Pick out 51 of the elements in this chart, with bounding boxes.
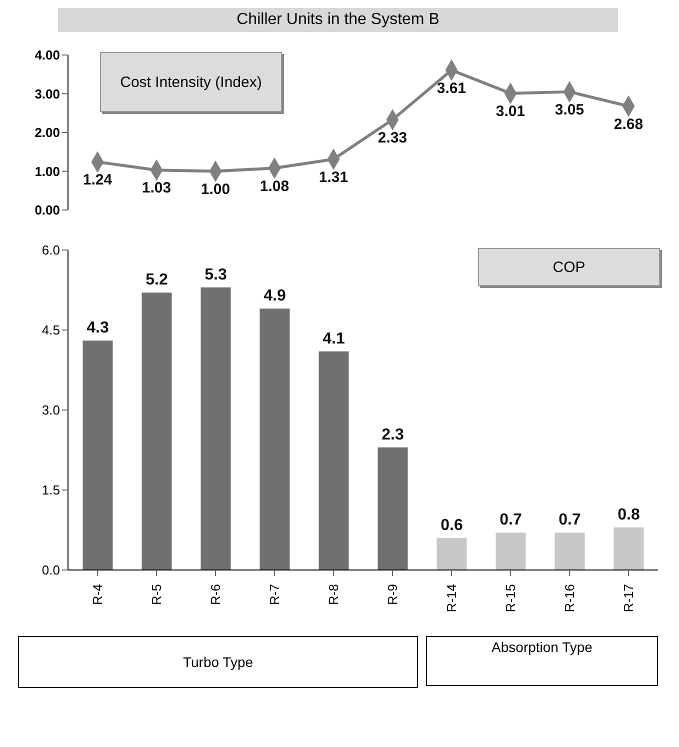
- data-label: 0.6: [440, 517, 463, 534]
- data-label: 3.61: [436, 80, 466, 97]
- x-tick-label: R-7: [267, 584, 282, 605]
- data-label: 4.1: [322, 330, 345, 348]
- bar: [554, 532, 585, 570]
- x-tick-label: R-5: [149, 584, 164, 605]
- data-label: 2.3: [382, 426, 404, 444]
- data-label: 0.7: [558, 512, 581, 529]
- bar: [496, 532, 526, 570]
- data-label: 1.31: [318, 168, 348, 186]
- data-label: 5.2: [146, 272, 168, 289]
- y-tick-label: 0.0: [42, 562, 60, 578]
- data-label: 0.8: [618, 506, 640, 524]
- bar: [436, 538, 467, 570]
- x-tick-label: R-6: [208, 584, 223, 605]
- y-tick-label: 3.00: [34, 86, 60, 102]
- y-tick-label: 3.0: [42, 402, 60, 418]
- x-tick-label: R-17: [621, 584, 636, 612]
- x-tick-label: R-4: [90, 584, 105, 605]
- data-label: 0.7: [500, 512, 522, 529]
- x-tick-label: R-14: [444, 584, 459, 612]
- y-tick-label: 1.00: [34, 164, 60, 179]
- y-tick-label: 1.5: [42, 482, 60, 498]
- label-box: COP: [478, 248, 660, 286]
- y-tick-label: 4.5: [42, 322, 60, 338]
- x-tick-label: R-16: [562, 584, 577, 612]
- data-label: 4.9: [264, 288, 286, 305]
- x-tick-label: R-15: [503, 584, 518, 612]
- data-label: 2.68: [614, 116, 644, 133]
- y-tick-label: 0.00: [34, 202, 60, 218]
- y-tick-label: 4.00: [34, 48, 60, 63]
- y-tick-label: 2.00: [34, 125, 60, 140]
- x-tick-label: R-8: [326, 584, 341, 605]
- data-label: 2.33: [378, 129, 408, 146]
- data-label: 1.03: [142, 180, 172, 197]
- text: Turbo Type: [18, 636, 418, 688]
- y-tick-label: 6.0: [42, 242, 60, 258]
- data-label: 3.05: [554, 101, 584, 118]
- y-axis-title: Cost Intensity (Index): [120, 74, 262, 90]
- data-label: 5.3: [204, 266, 227, 284]
- x-tick-label: R-9: [385, 584, 400, 605]
- chart-title: Chiller Units in the System B: [58, 8, 618, 32]
- label-box: Cost Intensity (Index): [100, 52, 282, 112]
- data-label: 3.01: [496, 103, 526, 120]
- data-label: 1.00: [200, 180, 230, 198]
- data-label: 4.3: [86, 320, 109, 337]
- data-label: 1.08: [260, 178, 290, 195]
- bar: [614, 527, 644, 570]
- text: Absorption Type: [426, 636, 658, 686]
- y-axis-title: COP: [552, 258, 586, 276]
- data-label: 1.24: [82, 172, 113, 189]
